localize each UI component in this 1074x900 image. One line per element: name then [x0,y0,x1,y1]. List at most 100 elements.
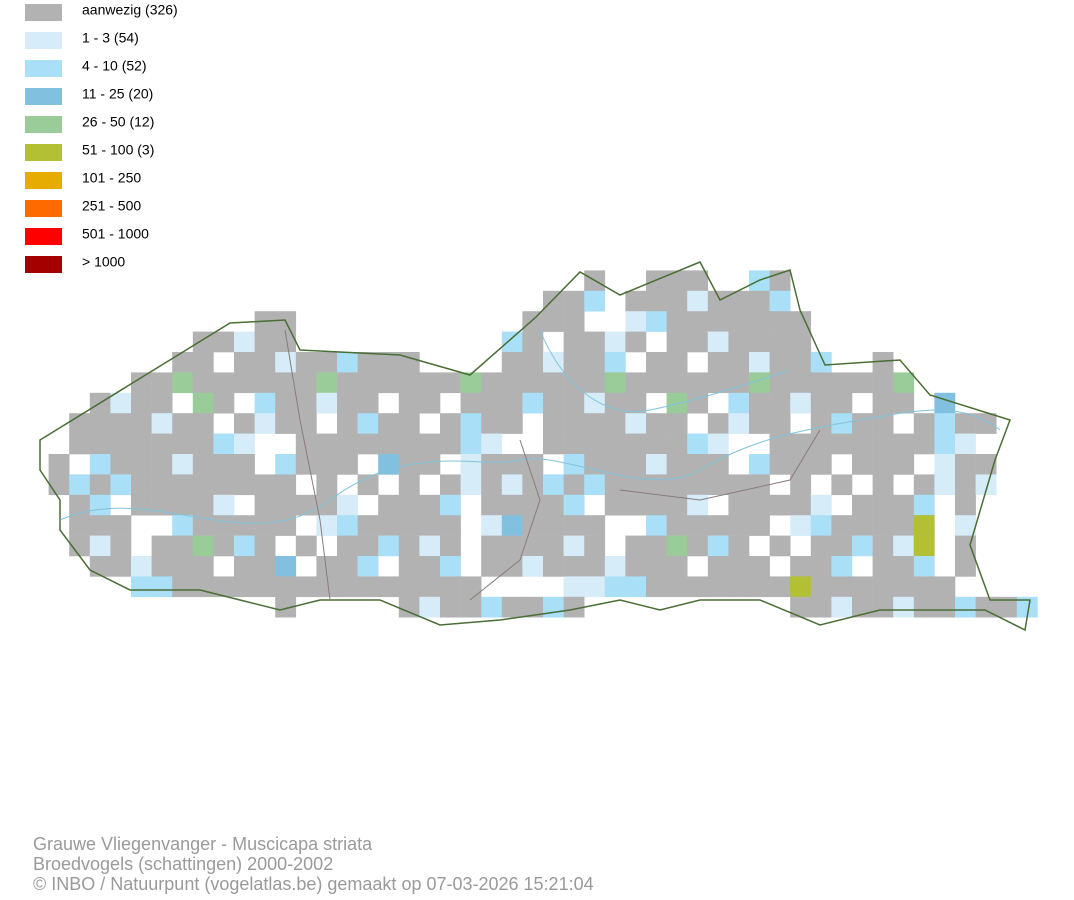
grid-cell [481,474,503,496]
grid-cell [316,556,338,577]
grid-cell [749,392,770,414]
grid-cell [357,515,379,536]
grid-cell [625,494,647,516]
grid-cell [563,454,585,475]
grid-cell [234,352,255,373]
grid-cell [955,556,976,577]
grid-cell [646,413,667,434]
grid-cell [666,535,688,557]
grid-cell [728,352,750,373]
grid-cell [234,331,255,353]
grid-cell [790,576,811,597]
grid-cell [378,372,400,394]
grid-cell [790,433,812,455]
legend-label: 501 - 1000 [82,226,149,242]
grid-cell [337,576,358,598]
grid-cell [728,372,750,394]
grid-cell [234,474,255,496]
grid-cell [584,392,606,414]
grid-cell [192,556,214,577]
grid-cell [460,433,482,455]
grid-cell [295,413,317,434]
grid-cell [378,433,400,455]
grid-cell [378,576,400,598]
grid-cell [893,494,915,516]
grid-cell [522,311,544,332]
grid-cell [604,494,626,516]
grid-cell [790,556,812,577]
grid-cell [852,433,873,455]
legend-label: 1 - 3 (54) [82,30,139,46]
grid-cell [543,372,564,394]
grid-cell [213,392,235,414]
grid-cell [522,494,544,516]
grid-cell [913,474,935,496]
grid-cell [89,474,111,496]
grid-cell [893,596,915,618]
grid-cell [501,331,523,353]
grid-cell [563,556,585,577]
grid-cell [48,474,70,496]
grid-cell [440,474,461,496]
grid-cell [769,576,791,598]
grid-cell [584,515,606,536]
grid-cell [852,372,873,394]
grid-cell [831,596,853,618]
grid-cell [131,413,152,434]
grid-cell [295,433,317,455]
grid-cell [646,352,667,373]
grid-cell [563,515,585,536]
grid-cell [398,515,420,536]
grid-cell [192,372,214,394]
grid-cell [707,433,729,455]
grid-cell [213,535,235,557]
grid-cell [151,556,173,577]
grid-cell [872,372,894,394]
grid-cell [419,576,441,598]
grid-cell [419,433,441,455]
legend-label: aanwezig (326) [82,2,178,18]
grid-cell [955,454,976,475]
grid-cell [522,352,544,373]
grid-cell [89,413,111,434]
grid-cell [563,474,585,496]
grid-cell [831,535,853,557]
legend-label: 26 - 50 (12) [82,114,154,130]
grid-cell [810,515,832,536]
grid-cell [151,454,173,475]
grid-cell [769,433,791,455]
grid-cell [316,352,338,373]
grid-cell [151,535,173,557]
grid-cell [69,535,91,557]
grid-cell [790,494,812,516]
grid-cell [604,556,626,577]
grid-cell [89,515,111,536]
grid-cell [831,556,853,577]
grid-cell [295,535,317,557]
grid-cell [501,413,523,434]
grid-cell [913,576,935,598]
grid-cell [481,556,503,577]
grid-cell [234,556,255,577]
grid-cell [604,392,626,414]
grid-cell [563,392,585,414]
grid-cell [563,311,585,332]
grid-cell [893,535,915,557]
grid-cell [666,454,688,475]
grid-cell [460,596,482,618]
grid-cell [687,494,709,516]
grid-cell [955,433,976,455]
grid-cell [975,474,997,496]
grid-cell [563,535,585,557]
footer-line: Broedvogels (schattingen) 2000-2002 [33,854,333,874]
grid-cell [769,311,791,332]
legend-swatch [25,172,62,189]
grid-cell [687,290,709,312]
grid-cell [893,515,915,536]
grid-cell [172,515,194,536]
grid-cell [769,454,791,475]
grid-cell [522,515,544,536]
grid-cell [893,454,915,475]
grid-cell [398,413,420,434]
grid-cell [481,454,503,475]
